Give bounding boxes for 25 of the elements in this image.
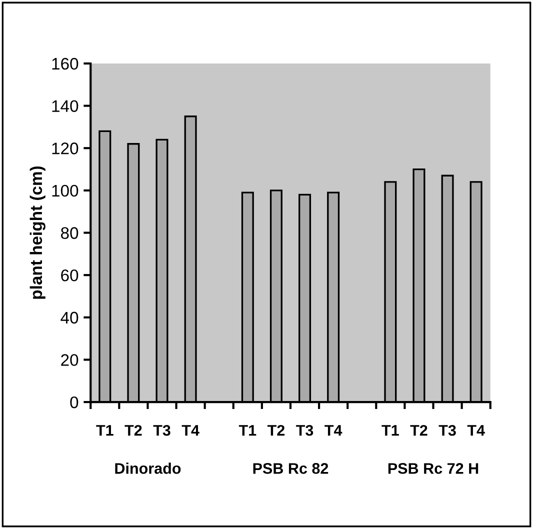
y-tick-label: 120 — [52, 142, 78, 154]
x-tick-label: T1 — [96, 425, 114, 436]
y-tick-label: 140 — [52, 100, 78, 112]
x-tick-label: T4 — [324, 425, 342, 436]
x-tick-label: T4 — [467, 425, 485, 436]
x-tick-label: T3 — [438, 424, 456, 436]
x-tick-label: T4 — [182, 425, 200, 436]
x-tick-label: T3 — [296, 424, 314, 436]
y-tick-label: 20 — [61, 354, 78, 366]
y-tick-label: 0 — [70, 396, 78, 408]
y-tick-label: 60 — [61, 269, 78, 282]
y-tick-label: 40 — [60, 312, 78, 324]
x-tick-label: T3 — [153, 424, 170, 436]
text: PSB Rc 82 — [253, 463, 328, 474]
x-tick-label: T2 — [267, 424, 285, 436]
text: PSB Rc 72 H — [388, 463, 478, 474]
y-axis-title: plant height (cm) — [30, 166, 46, 299]
x-tick-label: T1 — [238, 425, 256, 436]
x-tick-label: T1 — [382, 425, 399, 436]
y-tick-label: 100 — [52, 184, 78, 197]
text: Dinorado — [115, 462, 181, 474]
x-tick-label: T2 — [410, 424, 428, 436]
y-tick-label: 160 — [52, 58, 78, 70]
y-tick-label: 80 — [60, 227, 78, 239]
x-tick-label: T2 — [124, 424, 142, 436]
